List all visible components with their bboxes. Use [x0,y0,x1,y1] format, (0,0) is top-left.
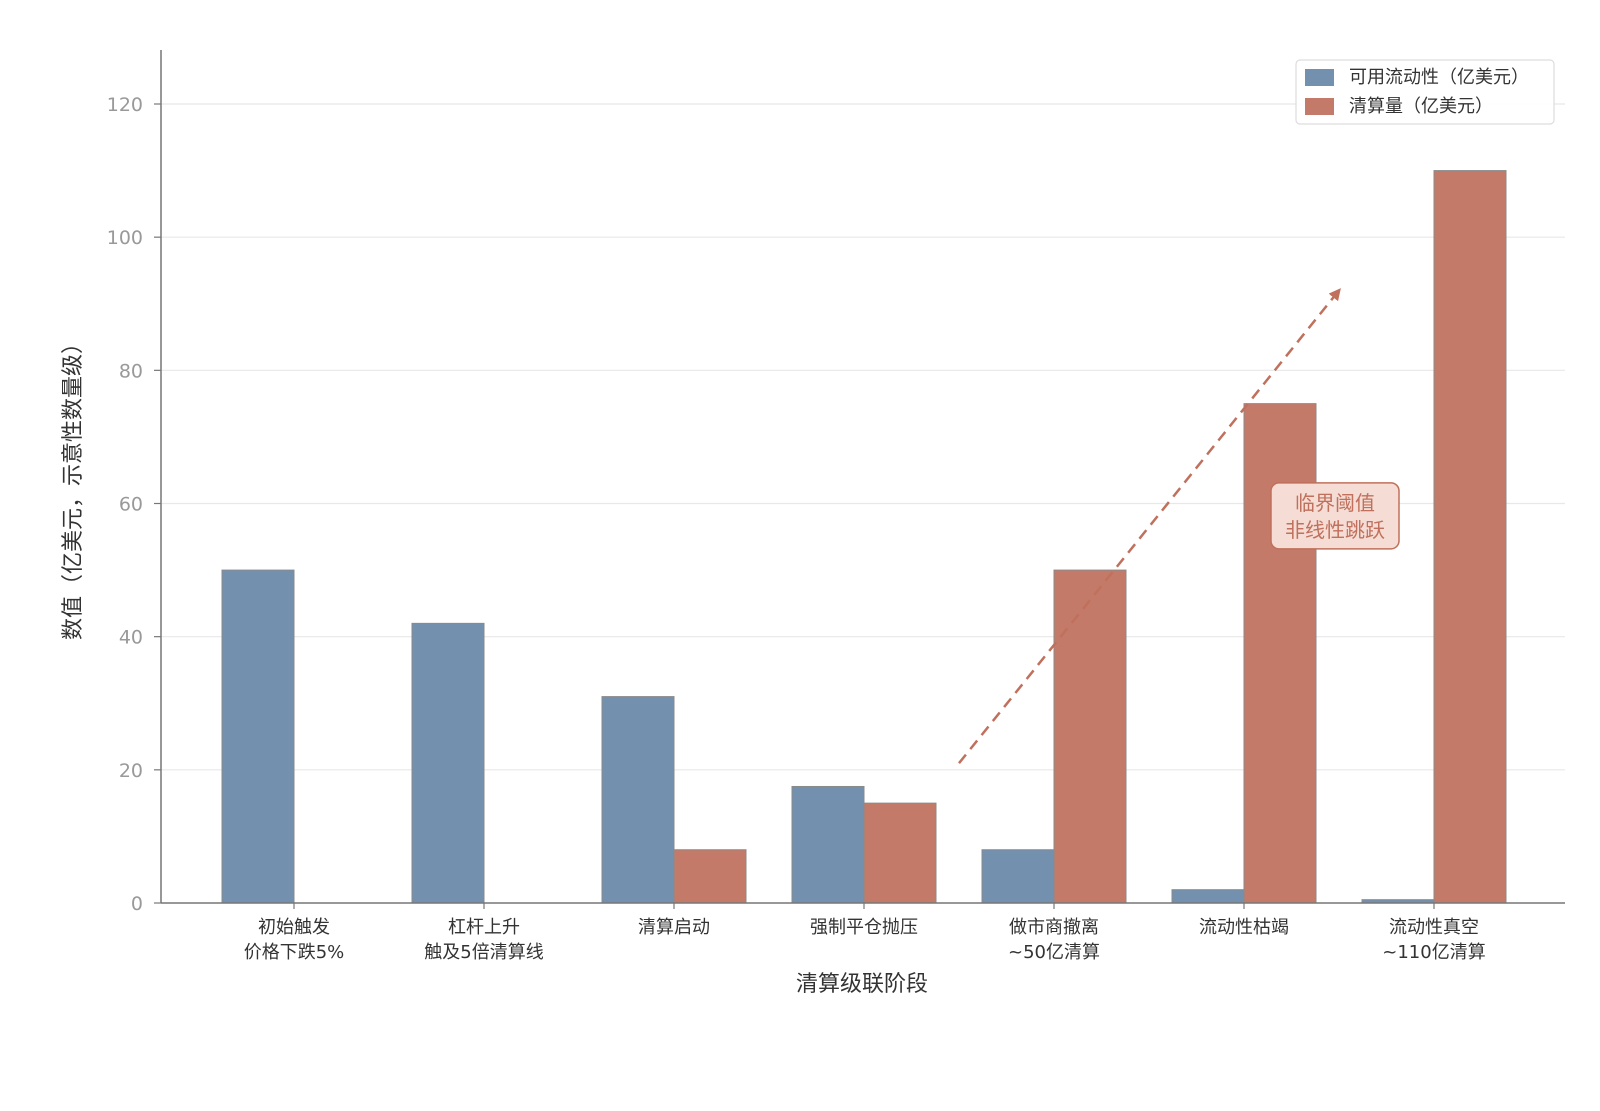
x-tick-label-5-0: 流动性枯竭 [1199,917,1289,938]
legend-swatch-0 [1305,69,1334,86]
bar-liquidation-5 [1243,403,1317,904]
x-tick-label-1-0: 杠杆上升 [448,917,520,938]
legend-label-0: 可用流动性（亿美元） [1349,67,1529,88]
y-tick-labels: 0 20 40 60 80 100 120 [107,94,161,915]
x-tick-label-6-1: ~110亿清算 [1382,942,1485,963]
bars [221,170,1507,904]
y-tick-label-80: 80 [119,360,143,382]
x-tick-label-2-0: 清算启动 [638,917,710,938]
axes [160,50,1565,904]
y-tick-label-40: 40 [119,627,143,649]
annotation-text-0: 临界阈值 [1295,491,1375,515]
annotation-text-1: 非线性跳跃 [1285,518,1385,542]
bar-liquidation-4 [1053,569,1127,904]
bar-liquidity-3 [791,785,865,904]
x-tick-label-1-1: 触及5倍清算线 [424,942,543,963]
y-tick-label-0: 0 [131,893,143,915]
bar-liquidation-6 [1433,170,1507,904]
x-tick-label-3-0: 强制平仓抛压 [810,917,918,938]
y-tick-label-60: 60 [119,494,143,516]
y-tick-label-100: 100 [107,227,143,249]
bar-liquidity-2 [601,696,675,904]
x-axis-title: 清算级联阶段 [796,972,928,997]
bar-liquidity-5 [1171,889,1245,904]
bar-liquidation-2 [673,849,747,904]
y-tick-label-120: 120 [107,94,143,116]
y-axis-title: 数值（亿美元，示意性数量级） [61,332,86,640]
x-tick-label-6-0: 流动性真空 [1389,917,1479,938]
y-tick-label-20: 20 [119,760,143,782]
legend: 可用流动性（亿美元） 清算量（亿美元） [1295,59,1555,125]
x-tick-label-4-1: ~50亿清算 [1008,942,1100,963]
grid-lines [161,103,1565,771]
x-tick-label-0-0: 初始触发 [258,917,330,938]
annotation-box [1270,482,1400,550]
x-tick-label-0-1: 价格下跌5% [244,942,345,963]
annotation-arrow [958,288,1341,764]
bar-liquidity-0 [221,569,295,904]
bar-liquidity-4 [981,849,1055,904]
x-tick-label-4-0: 做市商撤离 [1009,917,1099,938]
legend-box [1295,59,1555,125]
bar-liquidation-3 [863,802,937,904]
legend-swatch-1 [1305,98,1334,115]
legend-label-1: 清算量（亿美元） [1349,96,1493,117]
bar-liquidity-1 [411,622,485,904]
